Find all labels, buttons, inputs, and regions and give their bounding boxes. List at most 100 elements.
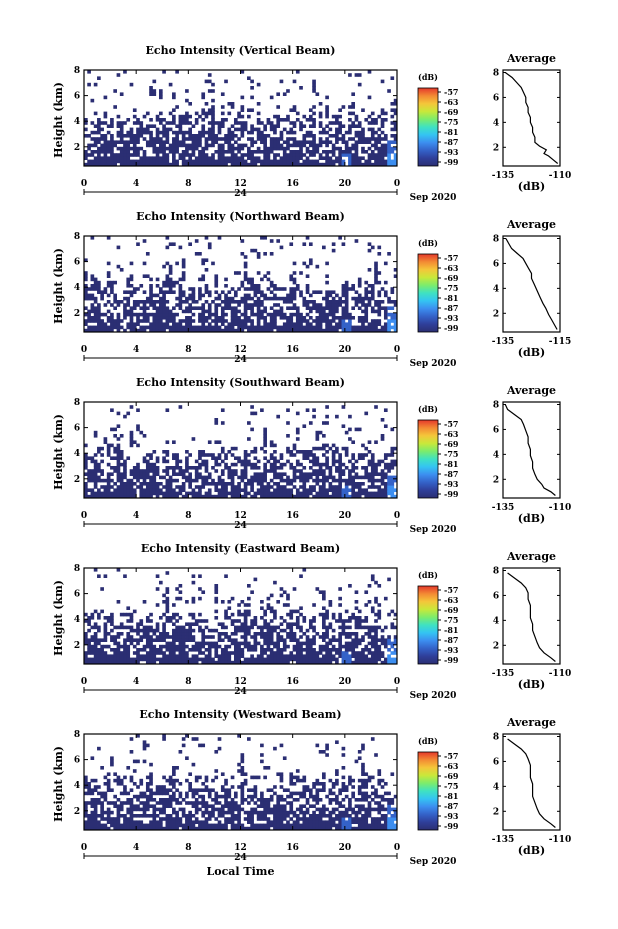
heatmap-cell — [351, 462, 356, 467]
heatmap-cell — [348, 111, 352, 116]
heatmap-cell — [113, 778, 117, 783]
heatmap-cell — [155, 482, 160, 486]
heatmap-cell — [390, 466, 395, 470]
profile-x-tick-label: -135 — [492, 337, 515, 347]
heatmap-cell — [374, 462, 378, 467]
heatmap-cell — [354, 156, 359, 160]
heatmap-cell — [194, 820, 199, 824]
heatmap-cell — [377, 459, 382, 464]
heatmap-cell — [132, 628, 137, 633]
heatmap-cell — [387, 491, 391, 496]
heatmap-cell — [351, 660, 356, 665]
heatmap-cell — [220, 651, 225, 655]
heatmap-cell — [318, 102, 323, 106]
heatmap-cell — [276, 312, 281, 317]
heatmap-cell — [224, 491, 228, 496]
x-tick-label: 4 — [133, 677, 139, 687]
heatmap-cell — [341, 494, 346, 499]
heatmap-cell — [390, 478, 395, 483]
heatmap-cell — [237, 651, 241, 655]
heatmap-cell — [299, 450, 303, 454]
heatmap-cell — [230, 641, 235, 646]
heatmap-cell — [243, 450, 248, 454]
heatmap-cell — [185, 89, 189, 93]
heatmap-cell — [149, 612, 153, 617]
heatmap-cell — [282, 300, 287, 304]
heatmap-cell — [93, 807, 98, 812]
heatmap-cell — [370, 644, 375, 649]
heatmap-cell — [361, 648, 365, 652]
heatmap-cell — [181, 475, 186, 480]
colorbar-tick-label: -57 — [444, 585, 458, 595]
heatmap-cell — [328, 300, 333, 304]
heatmap-cell — [178, 616, 183, 620]
heatmap-cell — [253, 635, 258, 639]
heatmap-cell — [220, 794, 225, 799]
heatmap-cell — [227, 127, 232, 132]
heatmap-cell — [253, 293, 258, 298]
heatmap-cell — [201, 150, 206, 154]
heatmap-cell — [155, 648, 160, 652]
heatmap-cell — [289, 274, 294, 278]
heatmap-cell — [129, 319, 134, 323]
heatmap-cell — [185, 456, 189, 460]
heatmap-cell — [132, 146, 137, 151]
heatmap-cell — [207, 475, 212, 480]
heatmap-cell — [263, 466, 267, 470]
heatmap-cell — [116, 494, 121, 499]
heatmap-cell — [123, 466, 127, 470]
heatmap-cell — [142, 654, 147, 658]
heatmap-cell — [110, 466, 114, 470]
heatmap-cell — [185, 143, 189, 148]
heatmap-cell — [370, 466, 375, 470]
heatmap-cell — [129, 635, 134, 639]
heatmap-cell — [220, 632, 225, 636]
heatmap-cell — [123, 150, 127, 154]
heatmap-cell — [390, 651, 395, 655]
heatmap-cell — [119, 134, 124, 138]
heatmap-cell — [129, 737, 134, 741]
heatmap-cell — [198, 252, 202, 256]
heatmap-cell — [162, 494, 166, 499]
heatmap-cell — [318, 469, 323, 473]
heatmap-cell — [282, 485, 287, 489]
heatmap-cell — [344, 293, 349, 298]
heatmap-cell — [354, 625, 359, 630]
heatmap-cell — [367, 300, 372, 304]
heatmap-cell — [211, 130, 215, 135]
heatmap-cell — [126, 488, 131, 492]
heatmap-cell — [129, 440, 134, 444]
heatmap-cell — [106, 785, 111, 789]
heatmap-cell — [230, 612, 235, 617]
heatmap-cell — [207, 309, 212, 314]
heatmap-cell — [139, 475, 144, 480]
heatmap-cell — [220, 488, 225, 492]
heatmap-cell — [178, 130, 183, 135]
heatmap-cell — [198, 823, 202, 828]
heatmap-cell — [240, 108, 245, 112]
heatmap-cell — [233, 638, 238, 642]
heatmap-cell — [172, 162, 176, 167]
heatmap-cell — [351, 632, 356, 636]
heatmap-cell — [224, 293, 228, 298]
heatmap-cell — [181, 271, 186, 275]
heatmap-cell — [165, 162, 170, 167]
heatmap-cell — [185, 98, 189, 103]
heatmap-cell — [149, 494, 153, 499]
heatmap-cell — [214, 277, 219, 282]
heatmap-cell — [129, 284, 134, 288]
heatmap-cell — [383, 638, 388, 642]
heatmap-cell — [335, 446, 339, 451]
heatmap-cell — [188, 303, 192, 307]
heatmap-cell — [243, 494, 248, 499]
heatmap-cell — [292, 322, 297, 326]
heatmap-cell — [123, 638, 127, 642]
heatmap-cell — [292, 657, 297, 662]
heatmap-cell — [93, 130, 98, 135]
heatmap-cell — [305, 325, 310, 330]
heatmap-cell — [132, 782, 137, 786]
heatmap-cell — [305, 287, 310, 291]
heatmap-cell — [165, 494, 170, 499]
heatmap-cell — [123, 625, 127, 630]
heatmap-cell — [113, 494, 117, 499]
